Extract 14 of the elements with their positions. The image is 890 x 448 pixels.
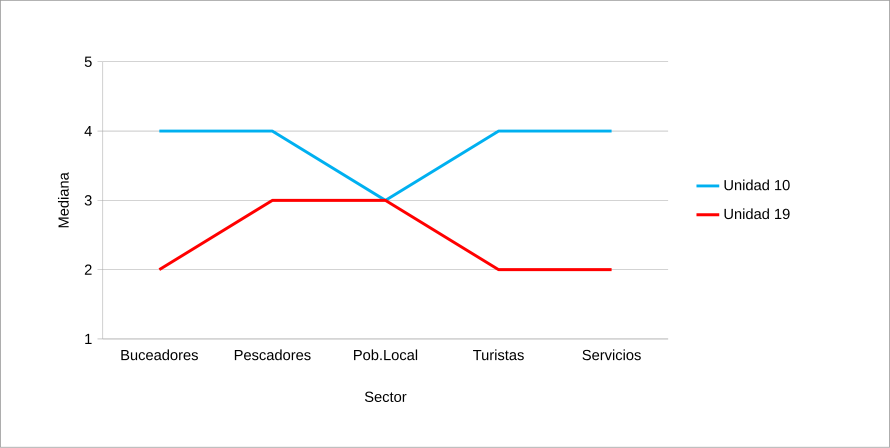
x-tick-label: Pob.Local — [354, 350, 418, 360]
x-tick-label: Pescadores — [234, 350, 311, 360]
y-tick-label: 3 — [84, 195, 92, 206]
x-tick-label: Servicios — [582, 350, 641, 360]
x-tick-label: Buceadores — [121, 350, 198, 360]
legend-label: Unidad 10 — [724, 180, 790, 190]
y-tick-label: 2 — [84, 264, 92, 275]
x-tick-label: Turistas — [473, 350, 524, 360]
y-tick-label: 5 — [84, 56, 92, 68]
y-tick-label: 1 — [85, 334, 92, 344]
x-axis-title: Sector — [364, 392, 406, 402]
legend-label: Unidad 19 — [724, 208, 790, 220]
y-axis-title: Mediana — [58, 172, 69, 228]
y-tick-label: 4 — [84, 126, 92, 136]
